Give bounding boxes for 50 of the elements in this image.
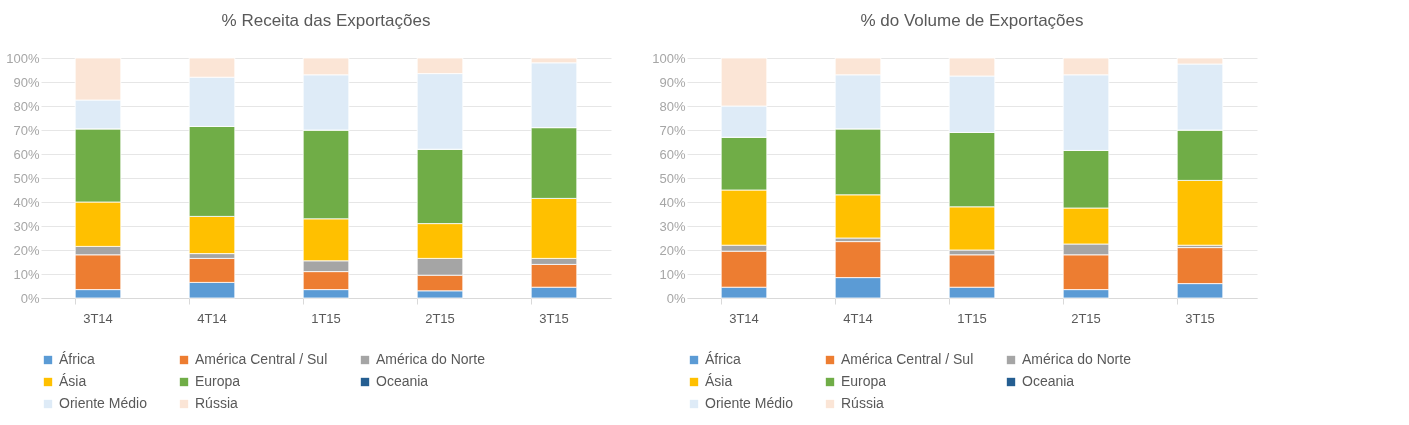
- y-tick-label: 90%: [13, 74, 40, 90]
- y-tick-label: 60%: [13, 146, 40, 162]
- x-tick-label: 3T15: [539, 310, 569, 326]
- y-tick-label: 40%: [13, 194, 40, 210]
- x-tick-label: 2T15: [1071, 310, 1101, 326]
- legend-label: Oceania: [1022, 373, 1075, 389]
- x-tick-label: 2T15: [425, 310, 455, 326]
- y-tick-label: 70%: [659, 122, 686, 138]
- legend-label: Rússia: [841, 395, 885, 411]
- legend-label: Ásia: [705, 373, 733, 389]
- y-tick-label: 0%: [666, 290, 686, 306]
- legend-label: África: [59, 351, 95, 367]
- y-tick-label: 50%: [659, 170, 686, 186]
- legend-label: Europa: [195, 373, 241, 389]
- y-tick-label: 10%: [13, 266, 40, 282]
- legend-label: Ásia: [59, 373, 87, 389]
- y-tick-label: 40%: [659, 194, 686, 210]
- y-tick-label: 20%: [659, 242, 686, 258]
- y-tick-label: 20%: [13, 242, 40, 258]
- y-tick-label: 80%: [659, 98, 686, 114]
- y-tick-label: 100%: [6, 50, 40, 66]
- x-tick-label: 1T15: [957, 310, 987, 326]
- x-tick-label: 3T14: [83, 310, 113, 326]
- x-tick-label: 1T15: [311, 310, 341, 326]
- y-tick-label: 10%: [659, 266, 686, 282]
- chart-title: % do Volume de Exportações: [860, 11, 1084, 30]
- y-tick-label: 70%: [13, 122, 40, 138]
- chart-title: % Receita das Exportações: [221, 11, 431, 30]
- y-tick-label: 90%: [659, 74, 686, 90]
- x-tick-label: 3T15: [1185, 310, 1215, 326]
- legend-label: América do Norte: [376, 351, 486, 367]
- legend-label: África: [705, 351, 741, 367]
- legend-label: Oceania: [376, 373, 429, 389]
- y-tick-label: 50%: [13, 170, 40, 186]
- x-tick-label: 3T14: [729, 310, 759, 326]
- y-tick-label: 60%: [659, 146, 686, 162]
- x-tick-label: 4T14: [843, 310, 873, 326]
- legend-label: Oriente Médio: [705, 395, 794, 411]
- legend-label: Oriente Médio: [59, 395, 148, 411]
- y-tick-label: 30%: [13, 218, 40, 234]
- legend-label: América do Norte: [1022, 351, 1132, 367]
- y-tick-label: 80%: [13, 98, 40, 114]
- y-tick-label: 100%: [652, 50, 686, 66]
- legend-label: América Central / Sul: [195, 351, 328, 367]
- y-tick-label: 30%: [659, 218, 686, 234]
- legend-label: Rússia: [195, 395, 239, 411]
- x-tick-label: 4T14: [197, 310, 227, 326]
- legend-label: América Central / Sul: [841, 351, 974, 367]
- legend-label: Europa: [841, 373, 887, 389]
- y-tick-label: 0%: [20, 290, 40, 306]
